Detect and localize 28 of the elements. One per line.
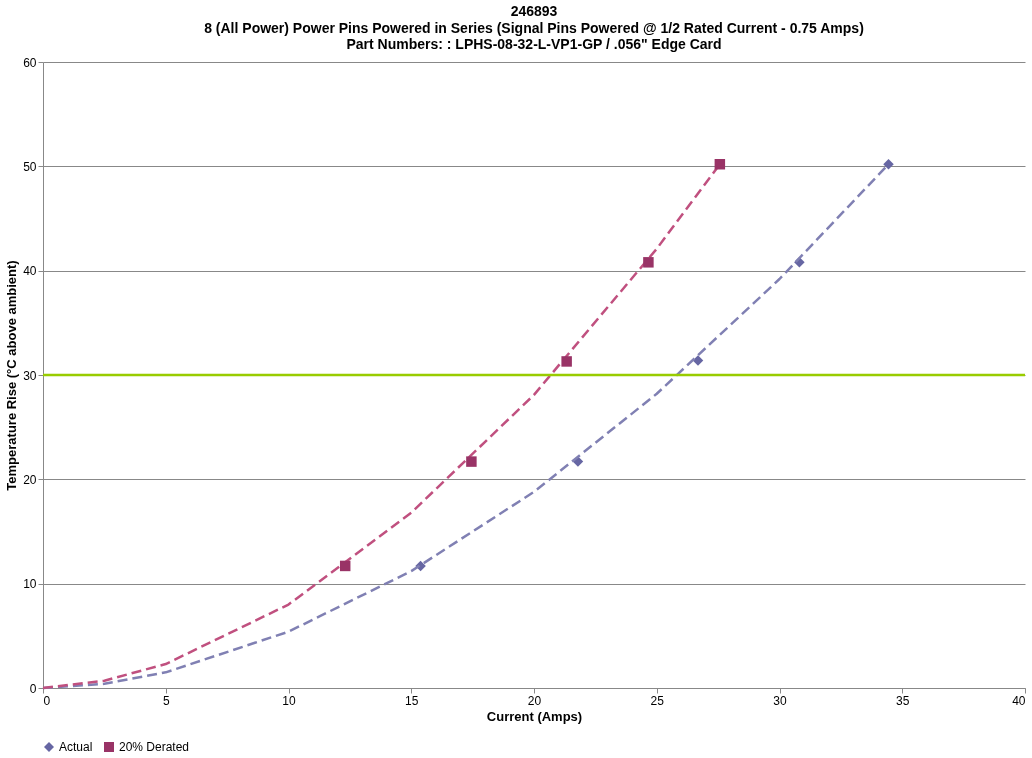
x-tick-label: 0	[43, 693, 51, 708]
point	[339, 560, 351, 572]
legend-label: Actual	[59, 740, 93, 754]
x-tick-label: 40	[1012, 693, 1026, 708]
point	[643, 257, 654, 268]
y-tick-label: 10	[23, 577, 37, 592]
chart-title: 246893	[510, 3, 558, 19]
point	[714, 159, 726, 170]
point	[883, 159, 894, 170]
x-tick-label: 5	[162, 693, 170, 708]
x-tick-label: 15	[405, 693, 419, 708]
x-tick-label: 30	[773, 693, 787, 708]
y-tick-label: 50	[23, 159, 37, 174]
y-axis-title: Temperature Rise (°C above ambient)	[4, 260, 20, 491]
point	[466, 456, 477, 467]
legend-label: 20% Derated	[119, 740, 190, 754]
x-tick-label: 20	[527, 693, 542, 708]
x-tick-label: 35	[896, 693, 910, 708]
y-tick-label: 30	[23, 368, 37, 383]
y-tick-label: 40	[23, 264, 37, 279]
chart-subtitle: 8 (All Power) Power Pins Powered in Series (Signal Pins Powered @ 1/2 Rated Current - 0.75 Amps) Part Numbers: : LPHS-08-32-L-VP1-GP / .056" Edge Card	[204, 20, 864, 52]
x-tick-label: 25	[650, 693, 665, 708]
x-axis-title: Current (Amps)	[486, 708, 583, 724]
y-tick-label: 60	[23, 55, 37, 70]
y-tick-label: 0	[29, 681, 37, 696]
y-tick-label: 20	[23, 472, 37, 487]
x-tick-label: 10	[282, 693, 296, 708]
point	[561, 356, 572, 367]
